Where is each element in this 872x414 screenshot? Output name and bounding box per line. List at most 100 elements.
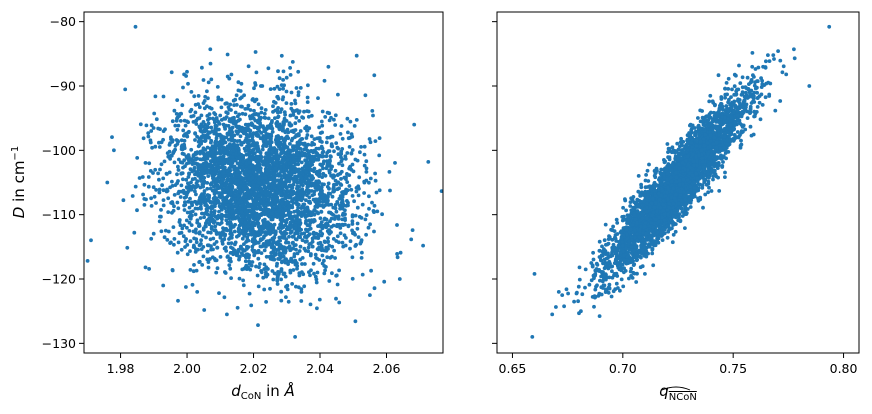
scatter-point: [227, 156, 231, 161]
scatter-point: [180, 151, 185, 156]
scatter-point: [279, 169, 283, 174]
scatter-point: [282, 164, 286, 169]
scatter-point: [206, 118, 210, 122]
scatter-point: [324, 140, 329, 145]
scatter-point: [233, 188, 238, 193]
scatter-point: [290, 215, 295, 219]
scatter-point: [220, 194, 225, 199]
scatter-point: [159, 229, 164, 234]
scatter-point: [270, 202, 275, 207]
scatter-point: [305, 95, 310, 100]
scatter-point: [226, 241, 231, 246]
scatter-point: [321, 171, 326, 176]
scatter-point: [250, 148, 255, 153]
scatter-point: [179, 230, 184, 235]
scatter-point: [286, 170, 291, 175]
scatter-point: [176, 240, 181, 245]
scatter-point: [248, 108, 253, 112]
scatter-point: [264, 270, 268, 275]
scatter-point: [356, 193, 361, 198]
scatter-point: [225, 181, 229, 186]
scatter-point: [345, 151, 350, 155]
scatter-point: [218, 180, 223, 184]
scatter-point: [218, 235, 223, 240]
scatter-point: [243, 259, 248, 264]
scatter-point: [345, 116, 350, 121]
scatter-point: [364, 213, 369, 218]
scatter-point: [232, 229, 237, 234]
scatter-point: [320, 123, 325, 128]
scatter-point: [371, 113, 375, 118]
scatter-point: [185, 252, 190, 257]
scatter-point: [298, 174, 303, 179]
scatter-point: [372, 286, 377, 291]
scatter-point: [238, 89, 243, 93]
scatter-point: [222, 237, 227, 242]
scatter-point: [252, 253, 257, 258]
x-tick-label: 2.06: [373, 361, 401, 376]
scatter-point: [269, 126, 274, 131]
scatter-point: [141, 136, 146, 141]
scatter-point: [149, 196, 154, 201]
scatter-point: [241, 159, 245, 164]
scatter-point: [337, 268, 341, 273]
scatter-point: [153, 167, 158, 172]
scatter-point: [254, 145, 259, 149]
scatter-point: [333, 256, 337, 260]
scatter-point: [239, 104, 243, 109]
scatter-point: [302, 284, 307, 289]
scatter-point: [238, 185, 243, 189]
scatter-point: [279, 221, 284, 225]
scatter-point: [333, 123, 338, 127]
scatter-point: [235, 305, 240, 310]
scatter-point: [270, 217, 275, 222]
scatter-point: [239, 153, 244, 158]
scatter-point: [184, 285, 188, 289]
y-tick-label: −130: [42, 336, 76, 351]
scatter-point: [566, 291, 570, 296]
scatter-point: [602, 238, 607, 243]
scatter-point: [299, 137, 304, 142]
scatter-point: [288, 191, 293, 196]
scatter-point: [284, 135, 289, 140]
scatter-point: [247, 134, 252, 139]
scatter-point: [647, 162, 651, 167]
scatter-point: [190, 169, 195, 174]
scatter-point: [325, 255, 330, 260]
scatter-point: [364, 170, 369, 174]
scatter-point: [255, 141, 259, 146]
scatter-point: [255, 273, 260, 278]
scatter-point: [219, 97, 224, 102]
scatter-point: [336, 180, 341, 185]
scatter-point: [157, 145, 162, 149]
scatter-point: [160, 183, 165, 188]
scatter-point: [217, 161, 222, 166]
scatter-point: [182, 138, 187, 143]
scatter-point: [350, 148, 355, 152]
scatter-point: [183, 202, 188, 207]
scatter-point: [293, 262, 298, 267]
scatter-point: [359, 256, 364, 260]
scatter-point: [220, 230, 225, 234]
scatter-point: [175, 98, 180, 102]
scatter-point: [275, 108, 279, 112]
scatter-point: [307, 223, 312, 228]
scatter-point: [229, 143, 233, 148]
scatter-point: [360, 202, 365, 207]
scatter-point: [219, 214, 223, 219]
scatter-point: [299, 232, 304, 236]
scatter-point: [322, 203, 327, 208]
scatter-point: [247, 291, 252, 296]
scatter-point: [165, 238, 170, 242]
scatter-point: [213, 112, 218, 117]
scatter-point: [283, 196, 288, 201]
scatter-point: [132, 230, 137, 235]
scatter-point: [272, 235, 277, 240]
scatter-point: [190, 282, 195, 287]
scatter-point: [309, 113, 314, 118]
scatter-point: [276, 214, 281, 219]
scatter-point: [305, 133, 310, 137]
scatter-point: [193, 102, 198, 107]
scatter-point: [278, 229, 283, 234]
scatter-point: [218, 113, 223, 118]
